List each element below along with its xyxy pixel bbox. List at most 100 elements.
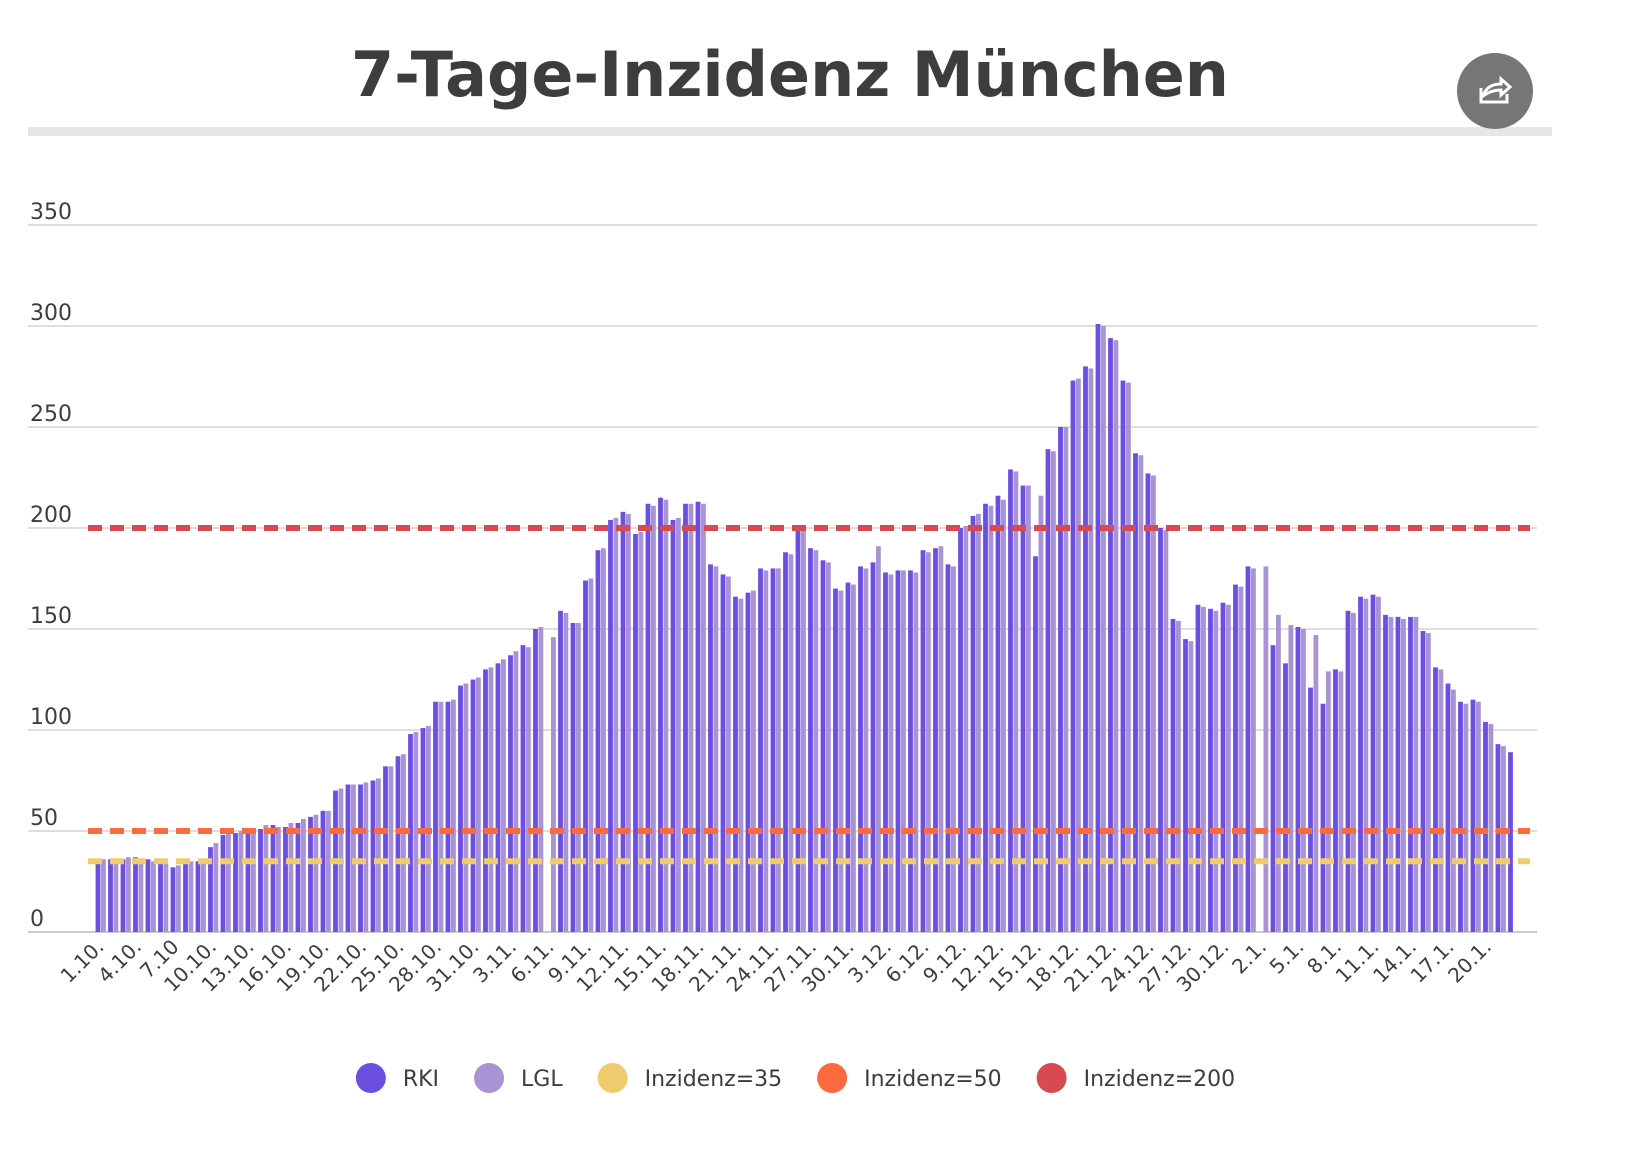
bar bbox=[308, 816, 313, 932]
bar bbox=[1395, 616, 1401, 932]
x-tick-label: 1.10. bbox=[56, 935, 109, 988]
bar bbox=[501, 659, 506, 932]
legend-label: LGL bbox=[521, 1067, 563, 1092]
bar bbox=[513, 651, 519, 932]
legend-label: Inzidenz=50 bbox=[864, 1067, 1002, 1092]
bar bbox=[701, 503, 706, 932]
bar bbox=[126, 857, 131, 932]
bar bbox=[1313, 635, 1319, 932]
bar bbox=[733, 596, 738, 932]
y-tick-label: 350 bbox=[30, 200, 72, 225]
bar bbox=[538, 626, 544, 932]
legend-label: Inzidenz=35 bbox=[645, 1067, 783, 1092]
bar bbox=[770, 568, 776, 932]
bar bbox=[613, 517, 619, 932]
bar bbox=[726, 576, 731, 932]
bar bbox=[1408, 616, 1413, 932]
bar bbox=[926, 552, 931, 932]
bar bbox=[813, 550, 819, 932]
bar bbox=[863, 568, 869, 932]
bar bbox=[738, 598, 744, 932]
bar bbox=[258, 828, 263, 932]
bar bbox=[583, 580, 588, 932]
bar bbox=[576, 622, 581, 932]
bar bbox=[351, 784, 356, 932]
bar bbox=[695, 501, 701, 932]
bar bbox=[158, 861, 163, 932]
bar bbox=[1063, 427, 1069, 932]
bar bbox=[1376, 596, 1381, 932]
y-tick-label: 0 bbox=[30, 907, 44, 932]
bar bbox=[201, 859, 206, 932]
bar bbox=[1438, 669, 1444, 932]
bar bbox=[408, 734, 413, 932]
bar bbox=[108, 859, 113, 932]
bar bbox=[151, 861, 156, 932]
bar bbox=[276, 826, 281, 932]
bar bbox=[551, 637, 556, 932]
x-tick-label: 6.11. bbox=[506, 935, 559, 988]
bar bbox=[745, 592, 751, 932]
bar bbox=[995, 495, 1001, 932]
bar bbox=[1083, 366, 1088, 932]
legend-label: Inzidenz=200 bbox=[1084, 1067, 1236, 1092]
bar bbox=[445, 701, 451, 932]
bar bbox=[226, 833, 231, 932]
bar bbox=[851, 584, 856, 932]
legend-swatch bbox=[1036, 1063, 1067, 1093]
share-button[interactable] bbox=[1457, 53, 1533, 129]
bar bbox=[1458, 701, 1463, 932]
share-icon[interactable] bbox=[1479, 75, 1513, 104]
y-tick-label: 200 bbox=[30, 503, 72, 528]
bar bbox=[1088, 368, 1094, 932]
bar bbox=[845, 582, 851, 932]
bar bbox=[1426, 633, 1431, 932]
bar bbox=[1308, 687, 1313, 932]
bar bbox=[520, 645, 526, 932]
bar bbox=[476, 677, 481, 932]
bar bbox=[983, 503, 988, 932]
bar bbox=[1483, 721, 1488, 932]
bar bbox=[663, 499, 669, 932]
bar bbox=[438, 701, 444, 932]
legend: RKI LGL Inzidenz=35 Inzidenz=50 Inzidenz=200 bbox=[355, 1063, 1236, 1093]
bar bbox=[1201, 606, 1206, 932]
bar bbox=[933, 548, 938, 932]
bar bbox=[558, 610, 563, 932]
bar bbox=[451, 699, 456, 932]
bar bbox=[1138, 455, 1144, 932]
bar bbox=[263, 824, 269, 932]
bar bbox=[633, 534, 638, 932]
bar bbox=[145, 859, 151, 932]
bar bbox=[676, 517, 681, 932]
bar bbox=[1070, 380, 1076, 932]
bar bbox=[526, 647, 531, 932]
bar bbox=[1413, 616, 1419, 932]
bar bbox=[1058, 427, 1063, 932]
legend-swatch bbox=[474, 1063, 505, 1093]
bar bbox=[651, 505, 656, 932]
bar bbox=[533, 629, 538, 932]
bar bbox=[1101, 326, 1106, 932]
bar bbox=[883, 572, 888, 932]
bar bbox=[670, 519, 676, 932]
bar bbox=[901, 570, 906, 932]
bar bbox=[1151, 475, 1156, 932]
bar bbox=[288, 822, 294, 932]
bar bbox=[1451, 689, 1456, 932]
bar bbox=[1495, 744, 1501, 932]
bar bbox=[570, 622, 576, 932]
bar bbox=[213, 843, 219, 932]
bar bbox=[1370, 594, 1376, 932]
bar bbox=[388, 766, 394, 932]
bar bbox=[401, 754, 406, 932]
bar bbox=[238, 831, 244, 932]
y-tick-label: 150 bbox=[30, 604, 72, 629]
bar bbox=[1033, 556, 1038, 932]
bar bbox=[383, 766, 388, 932]
bar bbox=[776, 568, 781, 932]
bar bbox=[751, 590, 756, 932]
x-tick-label: 3.11. bbox=[468, 935, 521, 988]
x-tick-label: 3.12. bbox=[843, 935, 896, 988]
bar bbox=[563, 612, 569, 932]
